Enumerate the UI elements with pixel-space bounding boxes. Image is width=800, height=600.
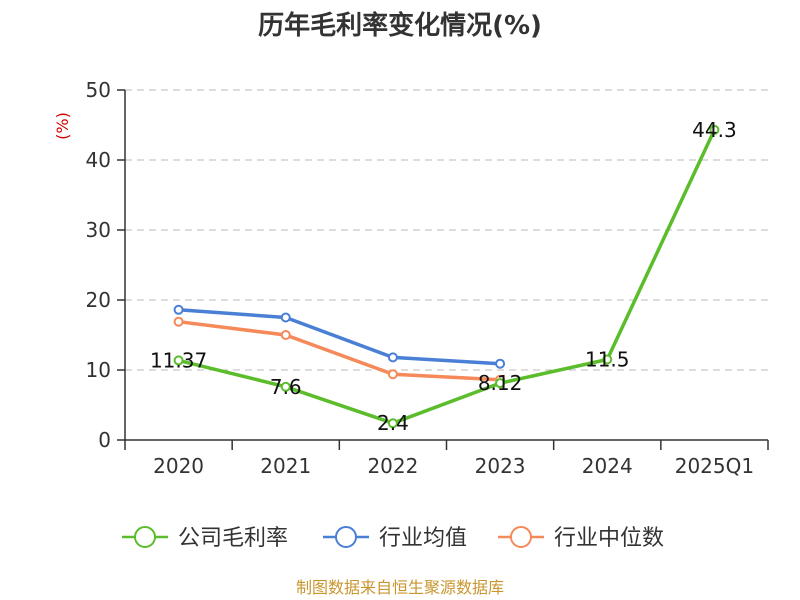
data-label-2: 2.4 [377, 411, 409, 435]
axes: 0 10 20 30 40 50 2020 2021 2022 2023 2024 2025Q1 [86, 78, 769, 478]
y-tick-label-40: 40 [86, 148, 111, 172]
data-label-5: 44.3 [692, 118, 737, 142]
series-line-2 [176, 319, 502, 382]
source-note: 制图数据来自恒生聚源数据库 [296, 578, 504, 597]
series-lines [173, 124, 720, 429]
data-label-4: 11.5 [585, 348, 630, 372]
y-axis-unit: (%) [53, 112, 72, 140]
legend-marker-2 [510, 526, 532, 548]
data-label-1: 7.6 [270, 375, 302, 399]
data-labels: 11.37 7.6 2.4 8.12 11.5 44.3 [150, 118, 737, 435]
legend-label-1: 行业均值 [379, 526, 467, 551]
series-line-1 [176, 308, 502, 366]
series-line-0 [176, 128, 717, 425]
y-tick-label-20: 20 [86, 288, 111, 312]
data-point-0-5 [709, 124, 720, 135]
chart-title: 历年毛利率变化情况(%) [258, 10, 542, 41]
x-tick-label-2025Q1: 2025Q1 [675, 454, 754, 478]
x-tick-label-2020: 2020 [153, 454, 204, 478]
y-tick-label-50: 50 [86, 78, 111, 102]
x-tick-label-2023: 2023 [475, 454, 526, 478]
data-point-1-3 [495, 358, 506, 369]
legend: 公司毛利率 行业均值 行业中位数 [122, 526, 664, 551]
legend-marker-0 [134, 526, 156, 548]
x-tick-label-2021: 2021 [260, 454, 311, 478]
legend-label-2: 行业中位数 [554, 526, 664, 551]
y-tick-label-10: 10 [86, 358, 111, 382]
data-point-0-3 [495, 378, 506, 389]
y-tick-label-0: 0 [98, 428, 111, 452]
data-point-1-1 [280, 312, 291, 323]
y-tick-label-30: 30 [86, 218, 111, 242]
data-point-1-0 [173, 304, 184, 315]
data-point-0-1 [280, 381, 291, 392]
legend-label-0: 公司毛利率 [178, 526, 288, 551]
data-point-2-0 [173, 316, 184, 327]
data-point-0-0 [173, 355, 184, 366]
data-label-3: 8.12 [478, 371, 523, 395]
data-point-0-4 [602, 354, 613, 365]
data-point-2-2 [387, 369, 398, 380]
data-label-0: 11.37 [150, 348, 207, 372]
x-tick-label-2024: 2024 [582, 454, 633, 478]
data-point-1-2 [387, 352, 398, 363]
data-point-0-2 [387, 418, 398, 429]
x-tick-label-2022: 2022 [367, 454, 418, 478]
data-point-2-1 [280, 330, 291, 340]
legend-marker-1 [335, 526, 357, 548]
